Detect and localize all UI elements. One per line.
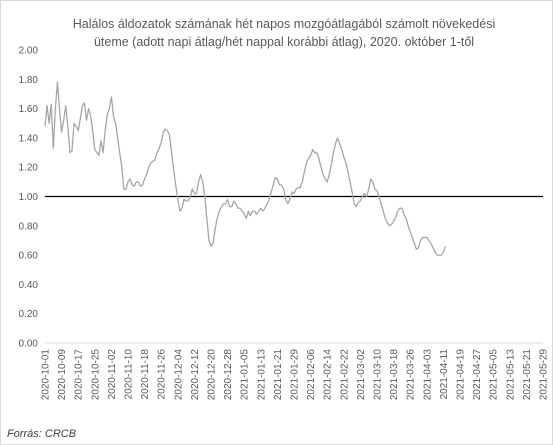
x-tick-label: 2021-02-06 (306, 349, 317, 401)
x-tick-label: 2020-10-25 (90, 349, 101, 401)
source-label: Forrás: CRCB (7, 428, 76, 440)
x-tick-label: 2020-10-09 (57, 349, 68, 401)
x-tick-label: 2021-03-02 (356, 349, 367, 401)
x-tick-label: 2021-05-13 (505, 349, 516, 401)
chart-title-line-2: üteme (adott napi átlag/hét nappal koráb… (94, 35, 474, 49)
x-tick-label: 2021-01-29 (290, 349, 301, 401)
x-tick-label: 2021-04-19 (456, 349, 467, 401)
y-tick-label: 1.20 (19, 163, 39, 174)
y-tick-label: 1.60 (19, 104, 39, 115)
y-tick-label: 0.40 (19, 280, 39, 291)
x-tick-label: 2020-11-02 (107, 349, 118, 400)
x-tick-label: 2021-01-05 (240, 349, 251, 401)
x-tick-label: 2020-12-12 (190, 349, 201, 401)
x-tick-label: 2020-12-28 (223, 349, 234, 401)
y-tick-label: 0.60 (19, 251, 39, 262)
x-tick-label: 2020-11-26 (157, 349, 168, 400)
x-tick-label: 2020-11-18 (140, 349, 151, 400)
x-tick-label: 2021-03-10 (373, 349, 384, 401)
series-line (44, 81, 447, 256)
x-tick-label: 2021-02-14 (323, 349, 334, 401)
chart-title-line-1: Halálos áldozatok számának hét napos moz… (73, 17, 495, 31)
x-tick-label: 2021-04-03 (422, 349, 433, 401)
x-tick-label: 2021-01-13 (256, 349, 267, 401)
y-tick-label: 1.80 (19, 75, 39, 86)
y-tick-label: 0.20 (19, 309, 39, 320)
x-tick-label: 2021-04-27 (472, 349, 483, 401)
x-tick-label: 2020-11-10 (124, 349, 135, 400)
x-tick-label: 2021-05-29 (539, 349, 550, 401)
x-tick-label: 2021-03-18 (389, 349, 400, 401)
y-tick-label: 1.40 (19, 133, 39, 144)
y-tick-label: 1.00 (19, 192, 39, 203)
x-tick-label: 2020-10-17 (74, 349, 85, 401)
y-tick-label: 0.80 (19, 221, 39, 232)
x-tick-label: 2021-05-21 (522, 349, 533, 401)
y-tick-label: 2.00 (19, 46, 39, 57)
x-tick-label: 2020-12-04 (173, 349, 184, 401)
x-axis-ticks: 2020-10-01 2020-10-09 2020-10-17 2020-10-25… (41, 349, 550, 401)
y-tick-label: 0.00 (19, 339, 39, 350)
x-tick-label: 2020-12-20 (207, 349, 218, 401)
y-axis-ticks: 0.00 0.20 0.40 0.60 0.80 1.00 1.20 1.40 1.60 1.80… (19, 46, 39, 350)
x-tick-label: 2021-01-21 (273, 349, 284, 401)
x-tick-label: 2020-10-01 (41, 349, 52, 401)
x-tick-label: 2021-05-05 (489, 349, 500, 401)
x-tick-label: 2021-04-11 (439, 349, 450, 400)
x-tick-label: 2021-03-26 (406, 349, 417, 401)
x-tick-label: 2021-02-22 (339, 349, 350, 401)
